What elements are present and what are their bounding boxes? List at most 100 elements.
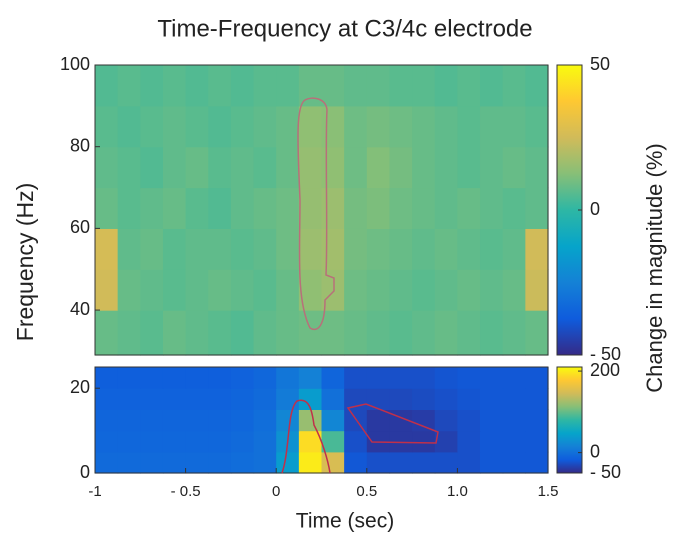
heatmap-cell (208, 105, 232, 148)
heatmap-cell (389, 388, 413, 410)
heatmap-cell (412, 187, 436, 229)
heatmap-cell (95, 367, 119, 389)
x-tick-label: -1 (88, 483, 101, 500)
heatmap-cell (525, 430, 549, 453)
overlay (281, 97, 439, 474)
heatmap-cell (480, 187, 504, 229)
heatmap-cell (298, 65, 323, 107)
heatmap-cell (366, 228, 391, 270)
heatmap-cell (95, 105, 119, 148)
heatmap-cell (480, 65, 504, 107)
heatmap-cell (276, 269, 300, 311)
heatmap-cell (480, 367, 504, 389)
heatmap-cell (253, 409, 277, 432)
heatmap-cell (230, 310, 255, 356)
heatmap-cell (140, 187, 164, 229)
heatmap-cell (480, 146, 504, 189)
heatmap-cell (230, 65, 255, 107)
heatmap-cell (480, 388, 504, 410)
heatmap-cell (298, 310, 323, 356)
colorbar-tick-label: 0 (590, 441, 600, 461)
heatmap-cell (457, 367, 481, 389)
significance-contour (297, 97, 335, 331)
heatmap-cell (117, 367, 141, 389)
heatmap-cell (525, 451, 549, 474)
heatmap-cell (162, 451, 187, 474)
heatmap-cell (276, 367, 300, 389)
heatmap-cell (117, 146, 141, 189)
heatmap-cell (298, 388, 323, 410)
heatmap-cell (276, 65, 300, 107)
heatmap-cell (434, 451, 458, 474)
heatmap-cell (298, 146, 323, 189)
heatmap-cell (253, 430, 277, 453)
heatmap-cell (525, 228, 549, 270)
heatmap-cell (344, 228, 368, 270)
heatmap-cell (434, 310, 458, 356)
heatmap-cell (434, 65, 458, 107)
heatmap-cell (480, 430, 504, 453)
heatmap-cell (253, 146, 277, 189)
heatmap-cell (230, 367, 255, 389)
heatmap-cell (457, 187, 481, 229)
heatmap-cell (117, 269, 141, 311)
heatmap-cell (321, 65, 345, 107)
heatmap-cell (253, 187, 277, 229)
heatmap-cell (298, 228, 323, 270)
heatmap-cell (95, 451, 119, 474)
x-tick-label: 1.5 (538, 483, 559, 500)
heatmap-cell (366, 310, 391, 356)
heatmap-cell (253, 65, 277, 107)
colorbar-tick-label: - 50 (590, 462, 621, 482)
chart-title: Time-Frequency at C3/4c electrode (157, 15, 532, 42)
heatmap-cell (457, 451, 481, 474)
heatmap-cell (502, 187, 526, 229)
heatmap-cell (185, 409, 209, 432)
heatmap-cell (412, 228, 436, 270)
heatmap-cell (208, 228, 232, 270)
heatmap-cell (412, 310, 436, 356)
heatmap-cell (230, 187, 255, 229)
heatmap-cell (502, 451, 526, 474)
heatmap-cell (457, 105, 481, 148)
heatmap-cell (502, 388, 526, 410)
heatmap-cell (298, 105, 323, 148)
heatmap-cell (457, 409, 481, 432)
heatmap-cell (140, 65, 164, 107)
colorbar-label: Change in magnitude (%) (642, 143, 667, 392)
heatmap-cell (208, 451, 232, 474)
heatmap-cell (298, 187, 323, 229)
heatmap-cell (457, 430, 481, 453)
heatmap-cell (480, 269, 504, 311)
heatmap-cell (162, 65, 187, 107)
heatmap-cell (208, 409, 232, 432)
heatmap-cell (276, 105, 300, 148)
heatmap-cell (95, 409, 119, 432)
heatmap-cell (117, 409, 141, 432)
heatmap-cell (480, 228, 504, 270)
heatmap-cell (457, 310, 481, 356)
heatmap-cell (253, 105, 277, 148)
heatmap-cell (412, 430, 436, 453)
heatmap-cell (253, 228, 277, 270)
heatmap-cell (412, 105, 436, 148)
heatmap-cell (321, 310, 345, 356)
heatmap-cell (366, 367, 391, 389)
heatmap-cell (276, 228, 300, 270)
heatmap-cell (525, 388, 549, 410)
heatmap-cell (185, 388, 209, 410)
heatmap-cell (321, 409, 345, 432)
heatmap-cell (412, 451, 436, 474)
heatmap-cell (253, 451, 277, 474)
axes-box (94, 64, 549, 356)
heatmap-cell (117, 187, 141, 229)
heatmap-cell (208, 269, 232, 311)
colorbar-tick-label: 50 (590, 54, 610, 74)
colorbar-tick-label: - 50 (590, 344, 621, 364)
heatmap-cell (95, 65, 119, 107)
heatmap-cell (162, 105, 187, 148)
heatmap-cells (95, 65, 549, 474)
heatmap-cell (366, 451, 391, 474)
